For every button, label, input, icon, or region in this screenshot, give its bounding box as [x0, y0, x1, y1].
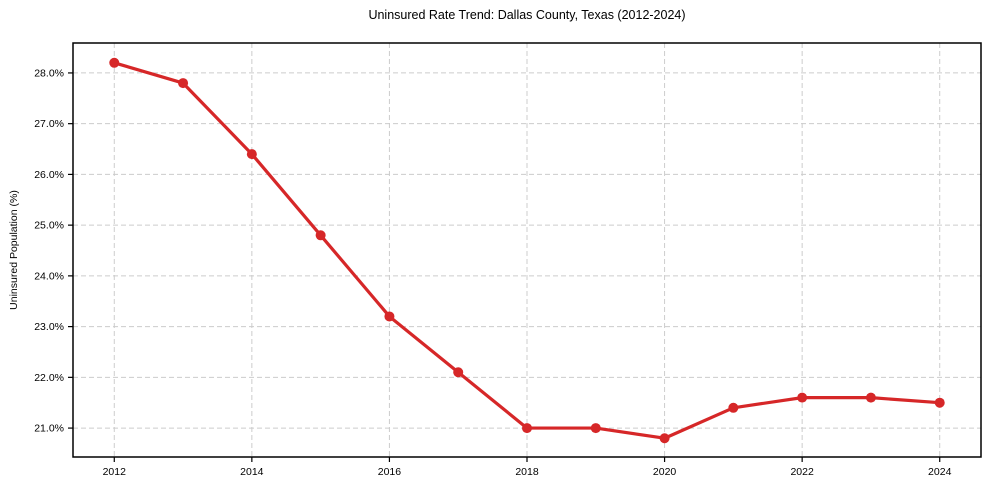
x-tick-label: 2016 [378, 466, 402, 478]
data-point [659, 433, 670, 444]
data-point [522, 423, 532, 434]
plot-border [72, 42, 982, 458]
x-tick-label: 2024 [928, 466, 952, 478]
data-point [315, 230, 326, 241]
data-point [728, 402, 739, 413]
data-point [590, 423, 601, 434]
x-tick-label: 2012 [103, 466, 127, 478]
chart-title: Uninsured Rate Trend: Dallas County, Tex… [368, 8, 686, 22]
y-tick-label: 25.0% [34, 220, 64, 232]
x-tick-label: 2018 [515, 466, 539, 478]
data-point [797, 392, 808, 403]
y-tick-label: 26.0% [34, 169, 64, 181]
data-point [384, 311, 395, 322]
data-point [178, 78, 189, 89]
x-tick-label: 2020 [653, 466, 677, 478]
y-tick-label: 21.0% [34, 423, 64, 435]
data-point [453, 367, 464, 378]
y-axis-label: Uninsured Population (%) [8, 190, 20, 310]
data-point [934, 397, 945, 408]
y-tick-label: 23.0% [34, 321, 64, 333]
x-tick-label: 2022 [790, 466, 814, 478]
y-tick-label: 27.0% [34, 118, 64, 130]
y-tick-label: 28.0% [34, 67, 64, 79]
y-tick-label: 24.0% [34, 270, 64, 282]
x-tick-label: 2014 [240, 466, 264, 478]
data-point [109, 57, 120, 68]
data-point [246, 149, 257, 160]
y-tick-label: 22.0% [34, 372, 64, 384]
data-point [865, 392, 876, 403]
